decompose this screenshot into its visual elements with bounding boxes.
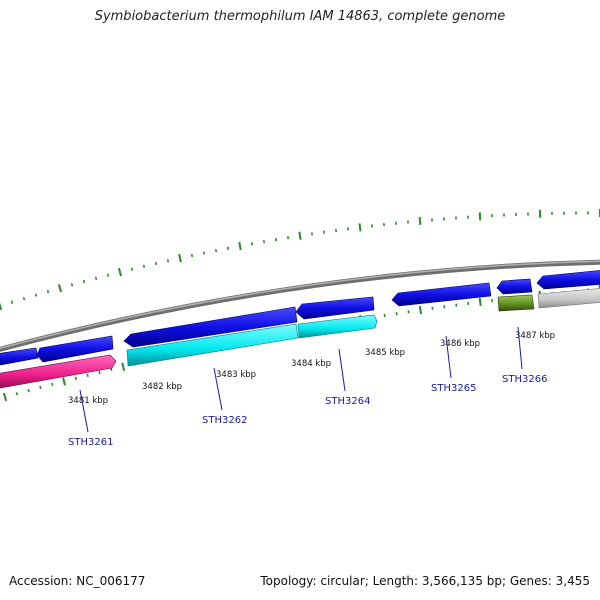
genome-backbone: [0, 259, 600, 352]
kbp-label-3481: 3481 kbp: [68, 396, 108, 406]
gene-forward-5[interactable]: [391, 282, 492, 307]
outer-minor-tick: [166, 259, 170, 263]
outer-major-tick: [238, 241, 242, 251]
map-title: Symbiobacterium thermophilum IAM 14863, …: [94, 9, 506, 24]
outer-minor-tick: [94, 276, 98, 281]
gene-reverse-cyan-1[interactable]: [126, 323, 299, 367]
outer-minor-tick: [10, 300, 14, 304]
gene-reverse-olive[interactable]: [497, 294, 535, 312]
gene-reverse-magenta[interactable]: [0, 354, 117, 389]
outer-minor-tick: [130, 267, 134, 271]
outer-major-tick: [298, 231, 302, 240]
inner-major-tick: [418, 305, 422, 315]
outer-minor-tick: [202, 251, 206, 255]
inner-major-tick: [2, 392, 8, 402]
outer-major-tick: [418, 216, 422, 226]
gene-forward-2[interactable]: [36, 335, 114, 363]
gene-forward-7[interactable]: [536, 270, 600, 290]
outer-minor-tick: [34, 293, 38, 297]
gene-label-sth3265[interactable]: STH3265: [431, 383, 476, 394]
kbp-label-3486: 3486 kbp: [440, 339, 480, 349]
outer-minor-tick: [142, 264, 146, 268]
gene-forward-3[interactable]: [123, 306, 298, 348]
kbp-scale-labels: 3481 kbp 3482 kbp 3483 kbp 3484 kbp 3485…: [68, 331, 555, 406]
outer-minor-tick: [82, 279, 86, 284]
outer-major-tick: [358, 223, 362, 232]
inner-minor-tick: [15, 392, 18, 396]
outer-minor-tick: [46, 289, 50, 294]
kbp-label-3485: 3485 kbp: [365, 348, 405, 358]
inner-major-tick: [478, 297, 482, 307]
gene-forward-6[interactable]: [496, 278, 533, 295]
gene-label-sth3262[interactable]: STH3262: [202, 415, 247, 426]
genome-summary-text: Topology: circular; Length: 3,566,135 bp…: [260, 574, 590, 588]
inner-minor-tick: [86, 373, 89, 378]
outer-tick-marks: [0, 209, 600, 311]
gene-label-sth3266[interactable]: STH3266: [502, 374, 547, 385]
gene-label-sth3264[interactable]: STH3264: [325, 396, 370, 407]
inner-minor-tick: [110, 367, 113, 372]
inner-major-tick: [62, 377, 66, 386]
outer-minor-tick: [154, 261, 158, 266]
inner-minor-tick: [51, 382, 54, 386]
leader-sth3266: [517, 326, 523, 370]
leader-sth3265: [445, 335, 452, 379]
kbp-label-3482: 3482 kbp: [142, 382, 182, 392]
outer-minor-tick: [226, 246, 230, 250]
kbp-label-3484: 3484 kbp: [291, 359, 331, 369]
inner-minor-tick: [383, 313, 386, 318]
kbp-label-3483: 3483 kbp: [216, 370, 256, 380]
outer-minor-tick: [106, 273, 110, 277]
gene-reverse-cyan-2[interactable]: [297, 314, 378, 339]
outer-major-tick: [178, 253, 182, 263]
gene-leader-lines: [79, 326, 523, 433]
outer-minor-tick: [190, 253, 194, 258]
leader-sth3261: [79, 389, 89, 433]
outer-major-tick: [0, 302, 3, 311]
outer-major-tick: [118, 268, 122, 277]
inner-minor-tick: [27, 388, 30, 393]
accession-text: Accession: NC_006177: [9, 574, 146, 588]
genome-backbone-highlight: [0, 260, 600, 350]
kbp-label-3487: 3487 kbp: [515, 331, 555, 341]
inner-minor-tick: [74, 376, 77, 380]
outer-major-tick: [57, 284, 63, 293]
gene-forward-1[interactable]: [0, 347, 39, 366]
gene-labels: STH3261 STH3262 STH3264 STH3265 STH3266: [68, 374, 547, 448]
outer-minor-tick: [250, 242, 254, 246]
inner-major-tick: [121, 362, 126, 371]
outer-minor-tick: [70, 283, 74, 287]
gene-label-sth3261[interactable]: STH3261: [68, 437, 113, 448]
gene-reverse-grey[interactable]: [537, 288, 600, 309]
leader-sth3264: [338, 348, 346, 392]
inner-minor-tick: [98, 370, 101, 375]
inner-minor-tick: [39, 385, 42, 390]
gene-forward-4[interactable]: [295, 296, 375, 320]
outer-minor-tick: [22, 296, 26, 301]
outer-minor-tick: [262, 240, 266, 244]
outer-minor-tick: [214, 249, 218, 253]
leader-sth3262: [213, 367, 223, 411]
